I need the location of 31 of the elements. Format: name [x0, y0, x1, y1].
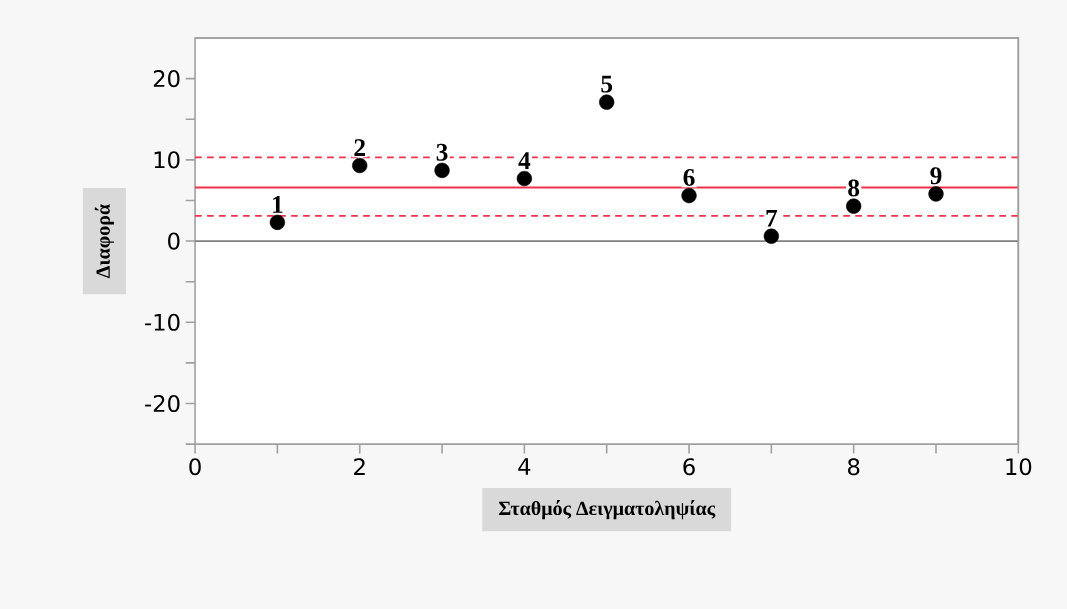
x-axis-title: Σταθμός Δειγματοληψίας: [498, 499, 716, 520]
point: [352, 157, 368, 174]
annotation: 2: [354, 139, 365, 156]
x-tick-label: 10: [1006, 458, 1032, 476]
annotation: 7: [766, 209, 778, 227]
x-tick-label: 6: [683, 458, 695, 476]
point: [763, 228, 779, 244]
x-tick-label: 4: [518, 458, 531, 475]
y-tick-label: -10: [145, 313, 180, 331]
point: [599, 94, 615, 110]
point: [434, 162, 450, 178]
point: [681, 187, 697, 204]
y-tick-label: 20: [153, 69, 180, 88]
annotation: 3: [436, 143, 448, 161]
point: [846, 198, 862, 214]
annotation: 1: [273, 195, 283, 213]
annotation: 9: [930, 167, 942, 185]
y-tick-label: -20: [145, 394, 180, 412]
y-tick-label: 0: [168, 232, 180, 250]
x-tick-label: 2: [354, 458, 365, 475]
point: [269, 214, 285, 230]
x-tick-label: 0: [189, 458, 201, 476]
point: [516, 170, 532, 187]
y-axis-title: Διαφορά: [94, 204, 114, 278]
annotation: 4: [518, 152, 531, 169]
annotation: 5: [601, 75, 613, 93]
point: [928, 186, 944, 202]
x-tick-label: 8: [848, 458, 860, 476]
annotation: 8: [848, 179, 860, 197]
annotation: 6: [683, 168, 695, 186]
y-tick-label: 10: [154, 151, 180, 169]
